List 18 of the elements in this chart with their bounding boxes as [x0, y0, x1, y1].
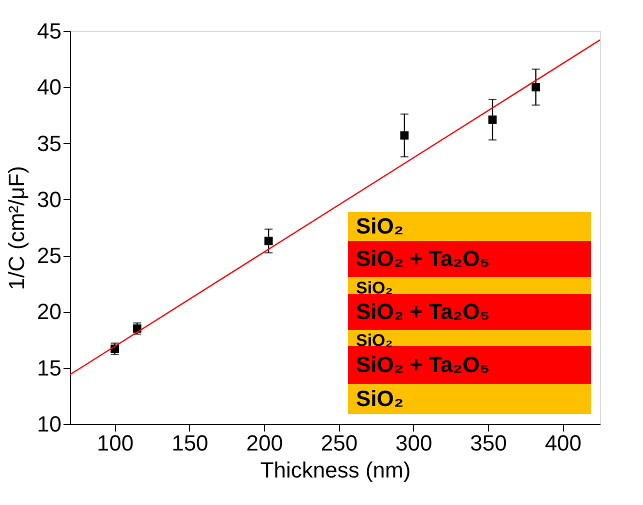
point: [400, 131, 409, 140]
x-tick-label: 400: [544, 430, 582, 456]
y-tick-label: 40: [37, 74, 62, 100]
y-tick-label: 15: [37, 355, 62, 380]
y-tick-label: 30: [37, 186, 62, 212]
y-axis-title: 1/C (cm²/μF): [4, 166, 30, 290]
y-tick-label: 25: [37, 243, 62, 268]
x-tick-label: 100: [96, 430, 134, 456]
x-tick-label: 250: [320, 430, 358, 456]
x-tick-label: 350: [470, 430, 507, 456]
y-tick-label: 10: [37, 412, 62, 436]
y-tick-label: 20: [37, 299, 62, 324]
x-axis-title: Thickness (nm): [260, 458, 411, 482]
y-tick-label: 35: [37, 130, 62, 156]
y-tick-label: 45: [37, 18, 62, 44]
x-tick-label: 200: [246, 430, 283, 456]
x-tick-label: 300: [396, 430, 432, 456]
x-tick-label: 150: [172, 430, 208, 456]
